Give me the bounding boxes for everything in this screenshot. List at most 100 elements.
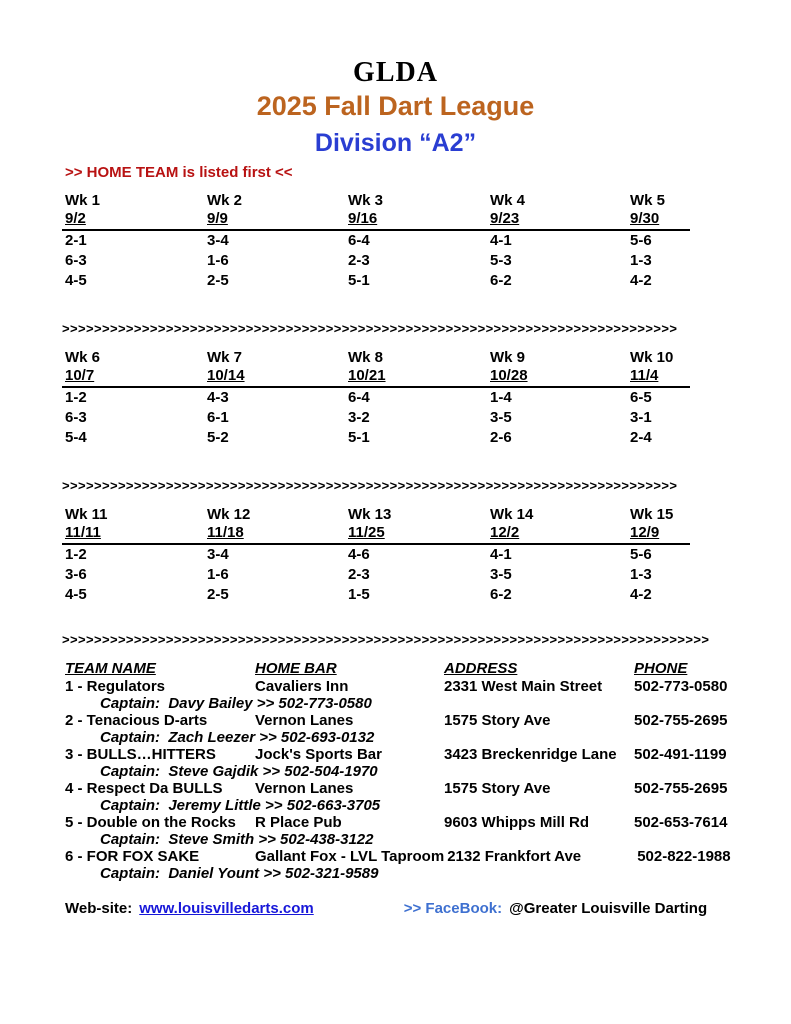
matchup: 1-3 <box>630 566 652 583</box>
matchup: 1-6 <box>207 566 229 583</box>
matchup: 1-2 <box>65 546 87 563</box>
col-header-address: ADDRESS <box>444 660 518 677</box>
matchup: 2-4 <box>630 429 652 446</box>
week-label: Wk 11 <box>65 506 108 523</box>
week-label: Wk 15 <box>630 506 674 523</box>
matchup-row: 4-5 2-5 5-1 6-2 4-2 <box>62 271 690 291</box>
team-phone: 502-755-2695 <box>634 712 728 729</box>
matchup: 6-3 <box>65 409 87 426</box>
week-date: 9/23 <box>490 210 520 227</box>
matchup: 6-5 <box>630 389 652 406</box>
team-address: 2331 West Main Street <box>444 678 603 695</box>
team-row: 3 - BULLS…HITTERS Jock's Sports Bar 3423… <box>62 746 791 763</box>
week-date: 11/11 <box>65 524 101 541</box>
matchup: 5-1 <box>348 429 370 446</box>
team-name: 1 - Regulators <box>65 678 166 695</box>
matchup-row: 6-3 1-6 2-3 5-3 1-3 <box>62 251 690 271</box>
matchup-row: 1-2 4-3 6-4 1-4 6-5 <box>62 388 690 408</box>
matchup: 6-4 <box>348 389 370 406</box>
matchup: 3-2 <box>348 409 370 426</box>
team-directory-header-row: TEAM NAME HOME BAR ADDRESS PHONE <box>62 660 791 678</box>
week-label: Wk 6 <box>65 349 101 366</box>
team-captain: Captain: Daniel Yount >> 502-321-9589 <box>100 865 379 882</box>
org-title: GLDA <box>353 57 438 88</box>
week-label: Wk 7 <box>207 349 243 366</box>
website-link[interactable]: www.louisvilledarts.com <box>139 900 314 917</box>
week-date: 11/4 <box>630 367 659 384</box>
col-header-home-bar: HOME BAR <box>255 660 337 677</box>
week-label-row: Wk 11 Wk 12 Wk 13 Wk 14 Wk 15 <box>62 505 690 524</box>
matchup: 1-6 <box>207 252 229 269</box>
matchup: 3-4 <box>207 232 229 249</box>
team-row: 5 - Double on the Rocks R Place Pub 9603… <box>62 814 791 831</box>
week-label: Wk 9 <box>490 349 526 366</box>
matchup: 5-2 <box>207 429 229 446</box>
matchup: 2-5 <box>207 272 229 289</box>
team-name: 2 - Tenacious D-arts <box>65 712 208 729</box>
arrow-separator: >>>>>>>>>>>>>>>>>>>>>>>>>>>>>>>>>>>>>>>>… <box>62 632 710 647</box>
matchup: 2-3 <box>348 566 370 583</box>
matchup: 4-6 <box>348 546 370 563</box>
team-row: 1 - Regulators Cavaliers Inn 2331 West M… <box>62 678 791 695</box>
week-label: Wk 12 <box>207 506 251 523</box>
col-header-phone: PHONE <box>634 660 688 677</box>
matchup: 4-1 <box>490 546 512 563</box>
matchup: 4-2 <box>630 272 652 289</box>
team-captain: Captain: Davy Bailey >> 502-773-0580 <box>100 695 372 712</box>
team-directory: TEAM NAME HOME BAR ADDRESS PHONE 1 - Reg… <box>62 660 791 882</box>
matchup-row: 1-2 3-4 4-6 4-1 5-6 <box>62 545 690 565</box>
week-date: 11/25 <box>348 524 385 541</box>
team-home-bar: Gallant Fox - LVL Taproom <box>255 848 445 865</box>
team-phone: 502-653-7614 <box>634 814 728 831</box>
matchup-row: 4-5 2-5 1-5 6-2 4-2 <box>62 585 690 605</box>
team-phone: 502-773-0580 <box>634 678 728 695</box>
matchup: 6-4 <box>348 232 370 249</box>
matchup: 2-6 <box>490 429 512 446</box>
matchup: 6-2 <box>490 586 512 603</box>
week-date: 9/9 <box>207 210 228 227</box>
week-label: Wk 1 <box>65 192 101 209</box>
week-label: Wk 5 <box>630 192 666 209</box>
week-label: Wk 3 <box>348 192 384 209</box>
week-date-row: 9/2 9/9 9/16 9/23 9/30 <box>62 210 690 231</box>
matchup: 1-5 <box>348 586 370 603</box>
matchup: 1-4 <box>490 389 512 406</box>
week-date: 10/7 <box>65 367 95 384</box>
matchup: 3-5 <box>490 566 512 583</box>
team-address: 2132 Frankfort Ave <box>447 848 582 865</box>
matchup: 6-2 <box>490 272 512 289</box>
division-title: Division “A2” <box>314 129 477 157</box>
team-name: 3 - BULLS…HITTERS <box>65 746 216 763</box>
team-address: 3423 Breckenridge Lane <box>444 746 617 763</box>
team-phone: 502-755-2695 <box>634 780 728 797</box>
matchup: 5-3 <box>490 252 512 269</box>
team-row: 2 - Tenacious D-arts Vernon Lanes 1575 S… <box>62 712 791 729</box>
footer-links: Web-site: www.louisvilledarts.com >> Fac… <box>65 900 791 918</box>
team-name: 5 - Double on the Rocks <box>65 814 236 831</box>
league-schedule-page: GLDA 2025 Fall Dart League Division “A2”… <box>62 57 791 918</box>
matchup: 5-6 <box>630 232 652 249</box>
team-name: 6 - FOR FOX SAKE <box>65 848 200 865</box>
team-home-bar: R Place Pub <box>255 814 342 831</box>
week-date: 12/9 <box>630 524 660 541</box>
matchup: 5-6 <box>630 546 652 563</box>
matchup: 4-5 <box>65 586 87 603</box>
team-home-bar: Vernon Lanes <box>255 780 354 797</box>
facebook-handle[interactable]: @Greater Louisville Darting <box>509 900 708 917</box>
week-date: 10/21 <box>348 367 386 384</box>
week-label: Wk 13 <box>348 506 392 523</box>
week-date: 10/28 <box>490 367 528 384</box>
matchup: 5-1 <box>348 272 370 289</box>
col-header-team-name: TEAM NAME <box>65 660 156 677</box>
schedule-block-weeks-1-5: Wk 1 Wk 2 Wk 3 Wk 4 Wk 5 9/2 9/9 9/16 9/… <box>62 191 690 291</box>
website-label: Web-site: <box>65 900 133 917</box>
home-team-note: >> HOME TEAM is listed first << <box>65 164 293 181</box>
schedule-block-weeks-11-15: Wk 11 Wk 12 Wk 13 Wk 14 Wk 15 11/11 11/1… <box>62 505 690 605</box>
matchup: 4-5 <box>65 272 87 289</box>
team-address: 1575 Story Ave <box>444 780 551 797</box>
week-date: 10/14 <box>207 367 245 384</box>
team-name: 4 - Respect Da BULLS <box>65 780 223 797</box>
matchup: 1-3 <box>630 252 652 269</box>
team-captain: Captain: Steve Smith >> 502-438-3122 <box>100 831 374 848</box>
week-label: Wk 2 <box>207 192 243 209</box>
